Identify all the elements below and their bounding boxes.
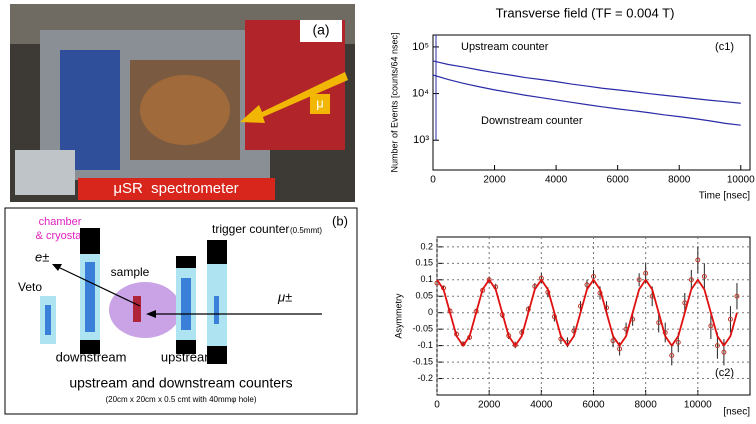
x-tick-label: 2000 (483, 175, 506, 186)
series-line (433, 61, 741, 103)
y-tick-label: 10³ (413, 134, 429, 146)
sample (133, 296, 141, 322)
series-label: Upstream counter (461, 41, 549, 53)
veto-core (45, 305, 51, 335)
chamber (109, 282, 181, 338)
upstream-core (181, 278, 191, 330)
photo: μSR spectrometer (a) μ (10, 4, 355, 202)
x-tick-label: 0 (430, 175, 436, 186)
coil (140, 75, 230, 145)
figure: μSR spectrometer (a) μ (b) chamber & cry… (0, 0, 756, 419)
photo-caption: μSR spectrometer (113, 180, 238, 197)
y-tick-label: 0 (428, 307, 433, 317)
veto-label: Veto (18, 280, 42, 294)
x-tick-label: 8000 (668, 175, 691, 186)
trigger-label: trigger counter (212, 222, 289, 236)
fit-line (437, 280, 737, 346)
trigger-thickness: (0.5mmt) (290, 226, 322, 235)
y-axis-label: Number of Events [counts/64 nsec] (389, 32, 399, 172)
rail (15, 150, 75, 195)
x-tick-label: 4000 (545, 175, 568, 186)
panel-label: (b) (332, 213, 348, 228)
y-tick-label: 0.2 (420, 241, 433, 251)
plot-frame (437, 237, 750, 395)
series-line (433, 75, 741, 125)
x-tick-label: 2000 (478, 400, 501, 411)
trigger-hole (214, 296, 219, 324)
chart-title: Transverse field (TF = 0.004 T) (496, 5, 675, 20)
charts: Transverse field (TF = 0.004 T) (c1) Time … (389, 5, 755, 417)
arrow-head (52, 264, 62, 271)
x-tick-label: 6000 (582, 400, 605, 411)
x-axis-label: Time [nsec] (699, 191, 751, 202)
y-tick-label: 0.05 (415, 291, 433, 301)
x-tick-label: 0 (434, 400, 440, 411)
positron-label: e± (35, 249, 49, 264)
y-tick-label: -0.05 (412, 324, 433, 334)
y-tick-label: -0.1 (417, 340, 433, 350)
light-guide (207, 240, 227, 264)
x-tick-label: 6000 (607, 175, 630, 186)
y-tick-label: -0.15 (412, 356, 433, 366)
panel-label: (c1) (715, 41, 734, 53)
sample-label: sample (111, 265, 150, 279)
light-guide (176, 256, 196, 268)
y-axis-label: Asymmetry (393, 293, 403, 339)
x-tick-label: 4000 (530, 400, 553, 411)
chamber-label: chamber (39, 216, 82, 228)
y-tick-label: 10⁵ (412, 41, 429, 53)
y-tick-label: 10⁴ (412, 87, 429, 99)
light-guide (80, 228, 100, 254)
panel-label: (c2) (715, 367, 734, 379)
panel-label: (a) (312, 22, 329, 38)
x-tick-label: 8000 (635, 400, 658, 411)
diagram: (b) chamber & cryostat trigger counter (… (5, 208, 357, 414)
cryostat-label: & cryostat (36, 230, 85, 242)
downstream-core (85, 262, 95, 332)
diagram-caption: upstream and downstream counters (69, 375, 292, 391)
upstream-label: upstream (161, 349, 215, 364)
diagram-detail: (20cm x 20cm x 0.5 cmt with 40mmφ hole) (105, 395, 256, 404)
muon-label: μ± (277, 289, 292, 304)
y-tick-label: 0.1 (420, 274, 433, 284)
y-tick-label: -0.2 (417, 373, 433, 383)
downstream-label: downstream (56, 349, 127, 364)
beam-label: μ (316, 95, 324, 110)
x-axis-label: [nsec] (723, 407, 750, 418)
plot-frame (433, 35, 750, 170)
series-label: Downstream counter (481, 115, 583, 127)
y-tick-label: 0.15 (415, 258, 433, 268)
x-tick-label: 10000 (684, 400, 712, 411)
x-tick-label: 10000 (727, 175, 755, 186)
